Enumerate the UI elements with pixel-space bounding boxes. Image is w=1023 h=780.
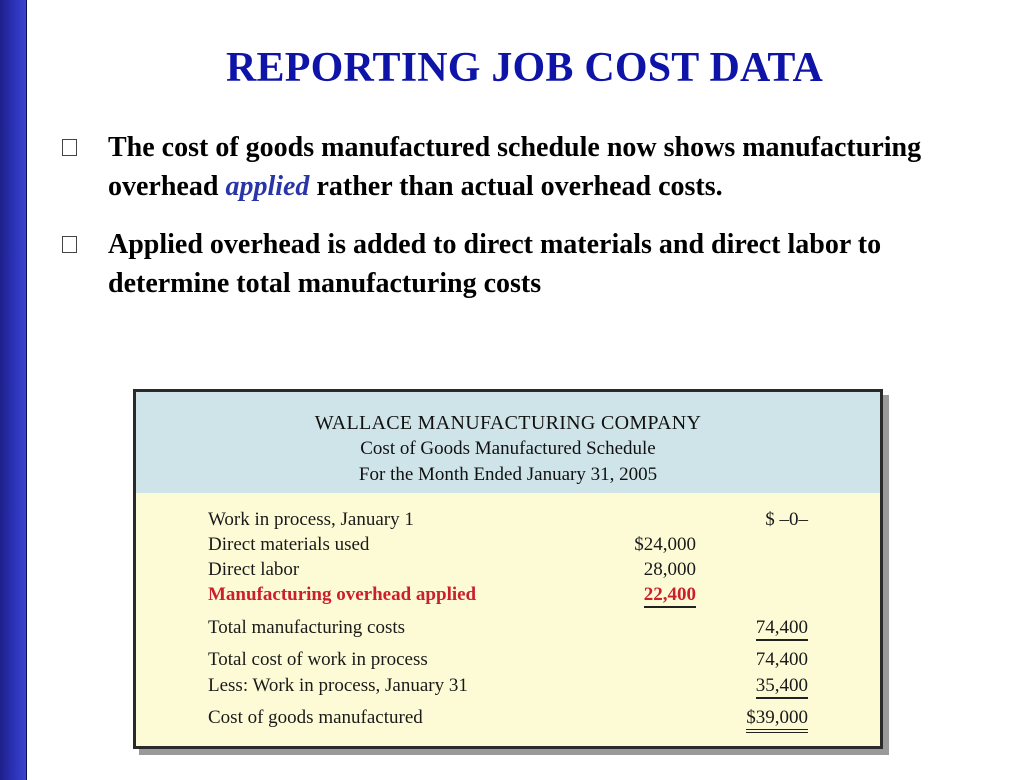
row-col1: $24,000 (634, 534, 696, 555)
row-label: Direct materials used (208, 534, 370, 555)
row-col2: $ –0– (765, 509, 808, 530)
bullet-1-text-after: rather than actual overhead costs. (309, 171, 723, 202)
row-col2-value: 35,400 (755, 675, 808, 699)
row-label: Manufacturing overhead applied (208, 584, 477, 605)
bullet-1-emphasis: applied (225, 171, 310, 202)
row-col1: 28,000 (643, 559, 696, 580)
row-label: Total manufacturing costs (208, 617, 406, 638)
table-row: Work in process, January 1 $ –0– (208, 509, 808, 535)
row-label: Less: Work in process, January 31 (208, 675, 468, 696)
table-row: Direct labor 28,000 (208, 559, 808, 585)
report-period: For the Month Ended January 31, 2005 (358, 464, 658, 485)
bullet-item-2: Applied overhead is added to direct mate… (60, 225, 990, 303)
bullet-list: The cost of goods manufactured schedule … (60, 128, 990, 322)
row-label: Work in process, January 1 (208, 509, 414, 530)
slide-title: REPORTING JOB COST DATA (225, 45, 824, 91)
bullet-box-icon (62, 236, 77, 253)
table-row: Cost of goods manufactured $39,000 (208, 707, 808, 733)
left-accent-bar (0, 0, 27, 780)
schedule-header: WALLACE MANUFACTURING COMPANY Cost of Go… (136, 392, 880, 493)
row-col2: $39,000 (728, 707, 808, 733)
report-name: Cost of Goods Manufactured Schedule (360, 438, 656, 459)
company-name: WALLACE MANUFACTURING COMPANY (314, 412, 702, 434)
row-col2: 74,400 (755, 649, 808, 670)
row-col1: 22,400 (606, 584, 696, 608)
bullet-1-text-before: The cost of goods manufactured schedule … (108, 132, 922, 202)
bullet-item-1: The cost of goods manufactured schedule … (60, 128, 990, 206)
cost-schedule-table: WALLACE MANUFACTURING COMPANY Cost of Go… (133, 389, 883, 749)
table-row: Total manufacturing costs 74,400 (208, 617, 808, 643)
row-label: Total cost of work in process (208, 649, 428, 670)
row-col2-value: 74,400 (755, 617, 808, 641)
table-row: Direct materials used $24,000 (208, 534, 808, 560)
table-row-highlighted: Manufacturing overhead applied 22,400 (208, 584, 808, 610)
table-row: Total cost of work in process 74,400 (208, 649, 808, 675)
row-col2: 74,400 (728, 617, 808, 641)
row-col2: 35,400 (728, 675, 808, 699)
row-col1-value: 22,400 (643, 584, 696, 608)
bullet-2-text: Applied overhead is added to direct mate… (108, 229, 882, 299)
row-col2-value: $39,000 (746, 707, 808, 733)
row-label: Direct labor (208, 559, 300, 580)
bullet-box-icon (62, 139, 77, 156)
table-row: Less: Work in process, January 31 35,400 (208, 675, 808, 701)
row-label: Cost of goods manufactured (208, 707, 423, 728)
